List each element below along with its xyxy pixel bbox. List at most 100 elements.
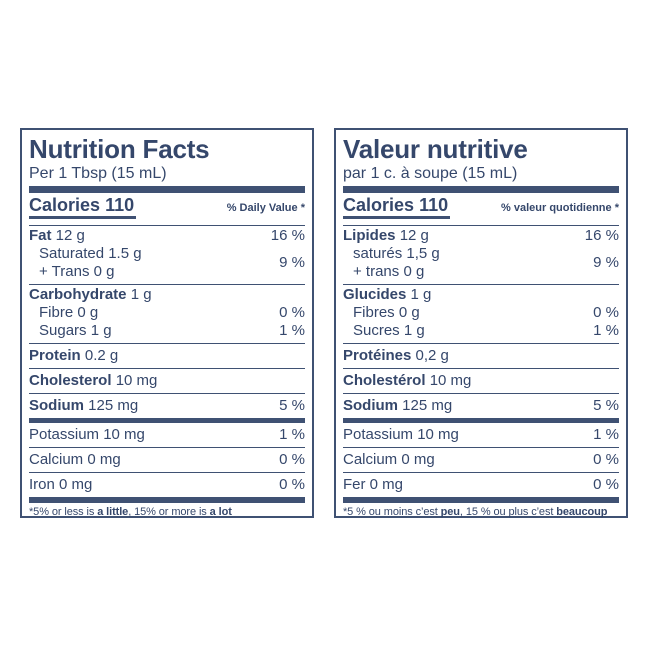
fibre-pct: 0 % (593, 304, 619, 321)
fibre-text: Fibre 0 g (39, 304, 99, 321)
footnote-part: *5 % ou moins c’est (343, 506, 441, 518)
daily-value-header-text: % valeur quotidienne (501, 202, 612, 214)
fat-amount: 12 g (399, 227, 429, 244)
carb-row: Carbohydrate 1 g (29, 286, 305, 304)
calcium-pct: 0 % (593, 451, 619, 468)
calcium-row: Calcium 0 mg 0 % (29, 447, 305, 472)
sugars-pct: 1 % (279, 322, 305, 339)
cholesterol-amount: 10 mg (429, 372, 472, 389)
sodium-pct: 5 % (593, 397, 619, 414)
serving-size: Per 1 Tbsp (15 mL) (29, 165, 167, 182)
sodium-label: Sodium (343, 397, 398, 414)
trans-row: + trans 0 g (353, 263, 425, 280)
sodium-amount: 125 mg (402, 397, 453, 414)
fat-row: Fat 12 g 16 % (29, 227, 305, 245)
calories: Calories 110 (343, 195, 451, 219)
calories-label: Calories (343, 195, 415, 215)
footnote-part: *5% or less is (29, 506, 98, 518)
fat-pct: 16 % (270, 227, 305, 244)
fibre-row: Fibre 0 g 0 % (29, 304, 305, 322)
nutrition-facts-panel-fr: Valeur nutritive par 1 c. à soupe (15 mL… (334, 128, 628, 518)
carb-group: Carbohydrate 1 g Fibre 0 g 0 % Sugars 1 … (29, 284, 305, 343)
footnote-lot: a lot (209, 506, 232, 518)
sugars-row: Sucres 1 g 1 % (343, 322, 619, 340)
footnote-lot: beaucoup (556, 506, 608, 518)
iron-text: Fer 0 mg (343, 476, 404, 493)
footnote: *5% or less is a little, 15% or more is … (29, 503, 305, 519)
fat-pct: 16 % (584, 227, 619, 244)
iron-row: Iron 0 mg 0 % (29, 472, 305, 503)
saturated-row: saturés 1,5 g (353, 245, 440, 262)
protein-label: Protein (29, 347, 81, 364)
iron-pct: 0 % (279, 476, 305, 493)
fibre-text: Fibres 0 g (353, 304, 420, 321)
carb-group: Glucides 1 g Fibres 0 g 0 % Sucres 1 g 1… (343, 284, 619, 343)
panel-title: Valeur nutritive (343, 134, 528, 164)
sugars-text: Sucres 1 g (353, 322, 425, 339)
calories-value: 110 (419, 195, 449, 215)
sodium-row: Sodium 125 mg 5 % (343, 393, 619, 418)
potassium-row: Potassium 10 mg 1 % (343, 418, 619, 447)
cholesterol-label: Cholestérol (343, 372, 426, 389)
footnote-part: , 15 % ou plus c’est (459, 506, 557, 518)
calories: Calories 110 (29, 195, 137, 219)
iron-pct: 0 % (593, 476, 619, 493)
potassium-pct: 1 % (279, 426, 305, 443)
calcium-text: Calcium 0 mg (343, 451, 435, 468)
potassium-row: Potassium 10 mg 1 % (29, 418, 305, 447)
daily-value-header: % Daily Value * (227, 201, 305, 215)
saturated-row: Saturated 1.5 g (39, 245, 142, 262)
calcium-text: Calcium 0 mg (29, 451, 121, 468)
sat-trans-pct: 9 % (279, 254, 305, 271)
potassium-text: Potassium 10 mg (343, 426, 459, 443)
protein-row: Protein 0.2 g (29, 343, 305, 368)
daily-value-star: * (300, 202, 305, 214)
fat-label: Lipides (343, 227, 396, 244)
calcium-row: Calcium 0 mg 0 % (343, 447, 619, 472)
footnote-little: peu (440, 506, 460, 518)
sodium-row: Sodium 125 mg 5 % (29, 393, 305, 418)
carb-label: Glucides (343, 286, 407, 303)
trans-row: + Trans 0 g (39, 263, 115, 280)
carb-label: Carbohydrate (29, 286, 127, 303)
fat-amount: 12 g (55, 227, 85, 244)
fat-group: Fat 12 g 16 % Saturated 1.5 g + Trans 0 … (29, 225, 305, 284)
cholesterol-row: Cholesterol 10 mg (29, 368, 305, 393)
carb-amount: 1 g (130, 286, 152, 303)
calories-value: 110 (105, 195, 135, 215)
fibre-row: Fibres 0 g 0 % (343, 304, 619, 322)
sugars-text: Sugars 1 g (39, 322, 112, 339)
calories-row: Calories 110 % valeur quotidienne * (343, 186, 619, 225)
calcium-pct: 0 % (279, 451, 305, 468)
fat-group: Lipides 12 g 16 % saturés 1,5 g + trans … (343, 225, 619, 284)
cholesterol-amount: 10 mg (115, 372, 158, 389)
daily-value-header: % valeur quotidienne * (501, 201, 619, 215)
fibre-pct: 0 % (279, 304, 305, 321)
fat-row: Lipides 12 g 16 % (343, 227, 619, 245)
calories-row: Calories 110 % Daily Value * (29, 186, 305, 225)
protein-amount: 0.2 g (84, 347, 119, 364)
sugars-pct: 1 % (593, 322, 619, 339)
iron-text: Iron 0 mg (29, 476, 93, 493)
calories-label: Calories (29, 195, 101, 215)
protein-row: Protéines 0,2 g (343, 343, 619, 368)
footnote-little: a little (97, 506, 129, 518)
sugars-row: Sugars 1 g 1 % (29, 322, 305, 340)
fat-label: Fat (29, 227, 52, 244)
iron-row: Fer 0 mg 0 % (343, 472, 619, 503)
sodium-pct: 5 % (279, 397, 305, 414)
sat-trans-pct: 9 % (593, 254, 619, 271)
footnote-part: , 15% or more is (128, 506, 210, 518)
daily-value-header-text: % Daily Value (226, 202, 298, 214)
daily-value-star: * (614, 202, 619, 214)
potassium-text: Potassium 10 mg (29, 426, 145, 443)
carb-amount: 1 g (410, 286, 432, 303)
sodium-amount: 125 mg (88, 397, 139, 414)
serving-size: par 1 c. à soupe (15 mL) (343, 165, 518, 182)
panel-title: Nutrition Facts (29, 134, 210, 164)
nutrition-facts-panel-en: Nutrition Facts Per 1 Tbsp (15 mL) Calor… (20, 128, 314, 518)
footnote: *5 % ou moins c’est peu, 15 % ou plus c’… (343, 503, 619, 519)
cholesterol-row: Cholestérol 10 mg (343, 368, 619, 393)
protein-label: Protéines (343, 347, 412, 364)
carb-row: Glucides 1 g (343, 286, 619, 304)
